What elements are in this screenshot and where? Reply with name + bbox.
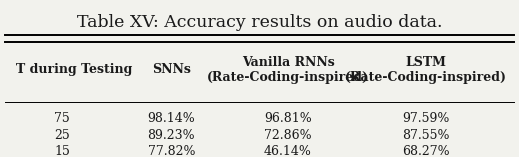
Text: 15: 15 — [54, 145, 70, 157]
Text: 75: 75 — [54, 112, 70, 125]
Text: SNNs: SNNs — [152, 63, 190, 76]
Text: 25: 25 — [54, 129, 70, 141]
Text: 98.14%: 98.14% — [147, 112, 195, 125]
Text: 46.14%: 46.14% — [264, 145, 312, 157]
Text: 97.59%: 97.59% — [402, 112, 449, 125]
Text: Table XV: Accuracy results on audio data.: Table XV: Accuracy results on audio data… — [77, 14, 442, 31]
Text: 77.82%: 77.82% — [147, 145, 195, 157]
Text: 89.23%: 89.23% — [147, 129, 195, 141]
Text: 87.55%: 87.55% — [402, 129, 449, 141]
Text: 72.86%: 72.86% — [264, 129, 312, 141]
Text: 96.81%: 96.81% — [264, 112, 312, 125]
Text: T during Testing: T during Testing — [16, 63, 132, 76]
Text: LSTM
(Rate-Coding-inspired): LSTM (Rate-Coding-inspired) — [345, 56, 507, 84]
Text: Vanilla RNNs
(Rate-Coding-inspired): Vanilla RNNs (Rate-Coding-inspired) — [207, 56, 369, 84]
Text: 68.27%: 68.27% — [402, 145, 449, 157]
